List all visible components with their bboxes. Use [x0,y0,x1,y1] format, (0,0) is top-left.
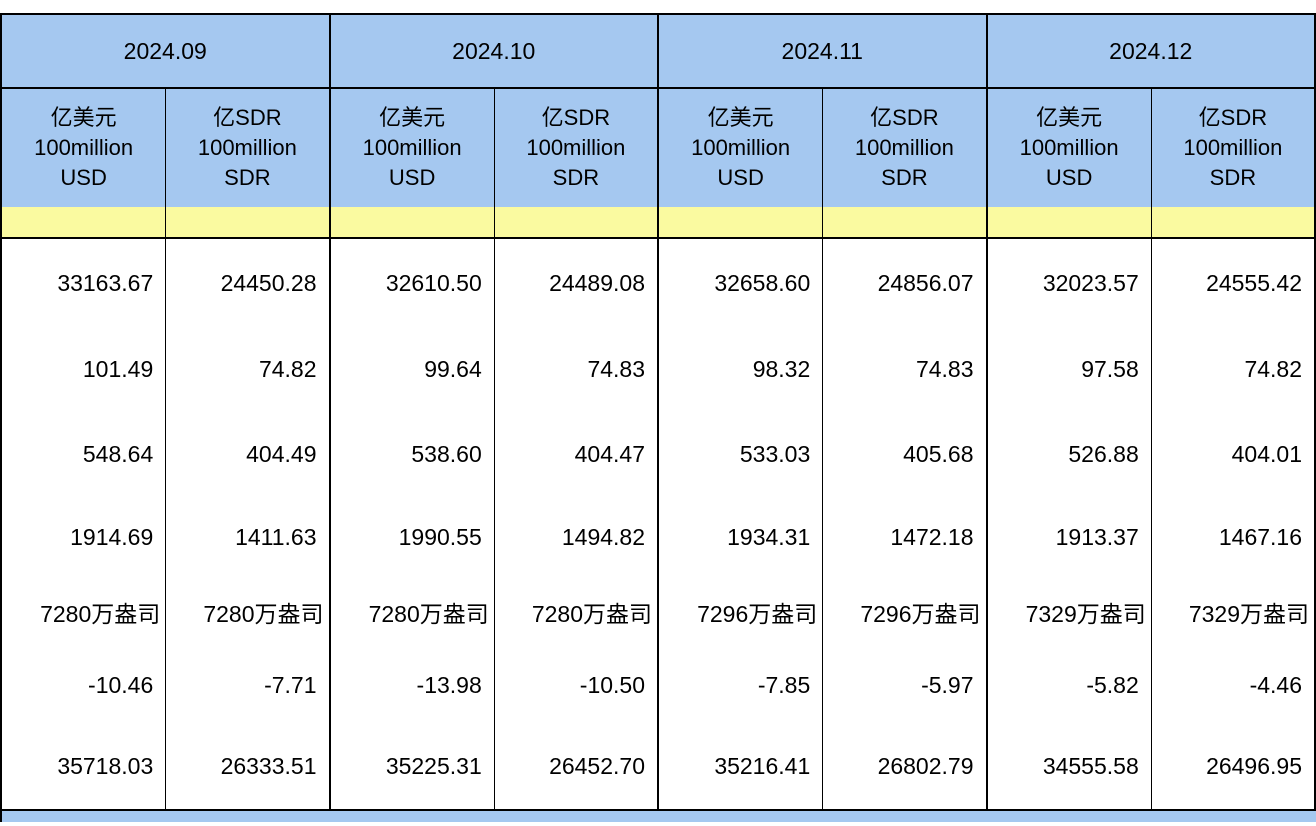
data-cell-r0-c0: 33163.67 [2,239,167,327]
data-cell-r3-c7: 1467.16 [1151,497,1316,577]
data-cell-r6-c2: 35225.31 [330,724,495,809]
data-cell-r6-c0: 35718.03 [2,724,167,809]
data-cell-r6-c4: 35216.41 [659,724,824,809]
data-cell-r0-c7: 24555.42 [1151,239,1316,327]
data-cell-r3-c0: 1914.69 [2,497,167,577]
data-cell-r0-c3: 24489.08 [494,239,659,327]
month-header-2024.11: 2024.11 [659,15,988,87]
data-cell-r4-c1: 7280万盎司 [166,577,331,647]
data-cell-r6-c1: 26333.51 [166,724,331,809]
unit-header-2024.10-sdr: 亿SDR 100million SDR [494,89,659,207]
data-cell-r1-c5: 74.83 [823,327,988,412]
data-cell-r2-c2: 538.60 [330,412,495,497]
band-cell [2,207,167,237]
band-cell [1151,207,1316,237]
data-cell-r4-c0: 7280万盎司 [2,577,167,647]
data-cell-r5-c1: -7.71 [166,647,331,724]
data-cell-r6-c6: 34555.58 [987,724,1152,809]
data-cell-r2-c4: 533.03 [659,412,824,497]
bottom-blue-strip [2,811,1316,822]
data-cell-r1-c1: 74.82 [166,327,331,412]
band-cell [494,207,659,237]
unit-header-2024.09-usd: 亿美元 100million USD [2,89,167,207]
unit-header-2024.11-sdr: 亿SDR 100million SDR [823,89,988,207]
data-cell-r5-c3: -10.50 [494,647,659,724]
data-cell-r0-c5: 24856.07 [823,239,988,327]
data-cell-r2-c5: 405.68 [823,412,988,497]
band-cell [330,207,495,237]
data-cell-r3-c2: 1990.55 [330,497,495,577]
data-cell-r5-c5: -5.97 [823,647,988,724]
band-cell [987,207,1152,237]
data-cell-r4-c7: 7329万盎司 [1151,577,1316,647]
month-header-2024.12: 2024.12 [987,15,1316,87]
data-cell-r3-c6: 1913.37 [987,497,1152,577]
data-cell-r1-c0: 101.49 [2,327,167,412]
data-cell-r2-c0: 548.64 [2,412,167,497]
band-cell [823,207,988,237]
data-cell-r4-c5: 7296万盎司 [823,577,988,647]
month-header-2024.10: 2024.10 [330,15,659,87]
data-cell-r0-c6: 32023.57 [987,239,1152,327]
data-cell-r6-c3: 26452.70 [494,724,659,809]
data-cell-r2-c1: 404.49 [166,412,331,497]
data-cell-r0-c2: 32610.50 [330,239,495,327]
month-header-row: 2024.09 2024.10 2024.11 2024.12 [2,15,1316,89]
data-cell-r2-c6: 526.88 [987,412,1152,497]
data-cell-r3-c4: 1934.31 [659,497,824,577]
data-cell-r1-c2: 99.64 [330,327,495,412]
unit-header-2024.12-sdr: 亿SDR 100million SDR [1151,89,1316,207]
band-cell [659,207,824,237]
data-cell-r4-c2: 7280万盎司 [330,577,495,647]
data-cell-r1-c3: 74.83 [494,327,659,412]
data-cell-r5-c6: -5.82 [987,647,1152,724]
data-cell-r5-c7: -4.46 [1151,647,1316,724]
data-cell-r4-c4: 7296万盎司 [659,577,824,647]
data-cell-r5-c0: -10.46 [2,647,167,724]
data-cell-r3-c1: 1411.63 [166,497,331,577]
data-cell-r1-c7: 74.82 [1151,327,1316,412]
data-cell-r4-c3: 7280万盎司 [494,577,659,647]
month-header-2024.09: 2024.09 [2,15,331,87]
unit-header-2024.10-usd: 亿美元 100million USD [330,89,495,207]
data-cell-r1-c6: 97.58 [987,327,1152,412]
data-cell-r2-c3: 404.47 [494,412,659,497]
data-cell-r6-c7: 26496.95 [1151,724,1316,809]
data-cell-r3-c5: 1472.18 [823,497,988,577]
data-grid: 33163.67 24450.28 32610.50 24489.08 32658.60… [2,239,1316,811]
unit-header-2024.11-usd: 亿美元 100million USD [659,89,824,207]
data-cell-r5-c4: -7.85 [659,647,824,724]
unit-header-row: 亿美元 100million USD 亿SDR 100million SDR 亿美元… [2,89,1316,207]
reserves-table: 2024.09 2024.10 2024.11 2024.12 亿美元 100mill… [0,13,1316,822]
highlight-band-row [2,207,1316,239]
unit-header-2024.12-usd: 亿美元 100million USD [987,89,1152,207]
unit-header-2024.09-sdr: 亿SDR 100million SDR [166,89,331,207]
data-cell-r5-c2: -13.98 [330,647,495,724]
data-cell-r4-c6: 7329万盎司 [987,577,1152,647]
data-cell-r3-c3: 1494.82 [494,497,659,577]
data-cell-r6-c5: 26802.79 [823,724,988,809]
band-cell [166,207,331,237]
data-cell-r0-c1: 24450.28 [166,239,331,327]
data-cell-r2-c7: 404.01 [1151,412,1316,497]
data-cell-r1-c4: 98.32 [659,327,824,412]
data-cell-r0-c4: 32658.60 [659,239,824,327]
